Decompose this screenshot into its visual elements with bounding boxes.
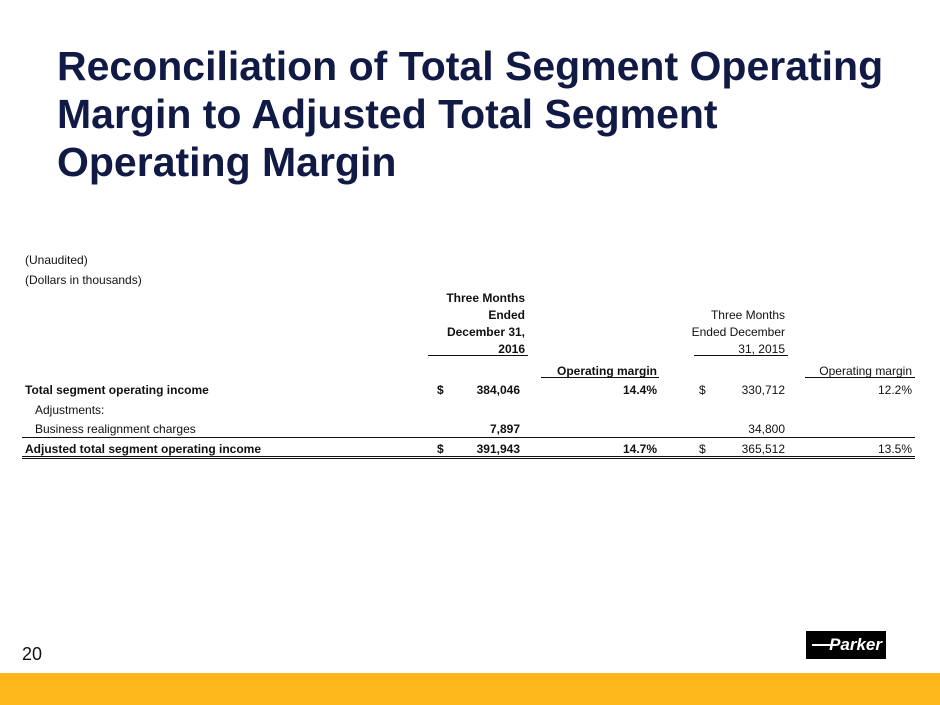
header-text: 31, 2015 — [738, 342, 785, 356]
divider — [428, 355, 528, 356]
divider — [805, 377, 915, 378]
currency: $ — [699, 383, 706, 397]
header-text: December 31, — [446, 325, 525, 339]
row-label: Total segment operating income — [25, 383, 209, 397]
divider — [22, 437, 915, 438]
divider — [541, 377, 659, 378]
header-text: Ended — [488, 308, 525, 322]
margin: 13.5% — [877, 442, 912, 456]
slide-title: Reconciliation of Total Segment Operatin… — [57, 43, 884, 185]
value: 365,512 — [741, 442, 785, 456]
margin: 12.2% — [877, 383, 912, 397]
page-number: 20 — [22, 644, 43, 664]
value: 391,943 — [476, 442, 520, 456]
header-text: 2016 — [498, 342, 525, 356]
note-dollars: (Dollars in thousands) — [25, 273, 142, 287]
header-col4: Operating margin — [819, 364, 912, 378]
value: 7,897 — [489, 422, 520, 436]
note-unaudited: (Unaudited) — [25, 253, 88, 267]
footer-bar — [0, 673, 940, 705]
parker-logo: Parker — [806, 631, 886, 659]
divider — [694, 355, 788, 356]
double-divider — [22, 456, 915, 459]
currency: $ — [699, 442, 706, 456]
value: 330,712 — [741, 383, 785, 397]
header-col2: Operating margin — [556, 364, 657, 378]
margin: 14.7% — [622, 442, 657, 456]
header-text: Ended December — [691, 325, 785, 339]
value: 34,800 — [748, 422, 785, 436]
currency: $ — [437, 383, 444, 397]
header-text: Three Months — [710, 308, 785, 322]
margin: 14.4% — [622, 383, 657, 397]
row-label: Business realignment charges — [35, 422, 196, 436]
row-label: Adjusted total segment operating income — [25, 442, 262, 456]
value: 384,046 — [476, 383, 520, 397]
header-text: Three Months — [446, 291, 525, 305]
row-label: Adjustments: — [35, 403, 105, 417]
currency: $ — [437, 442, 444, 456]
